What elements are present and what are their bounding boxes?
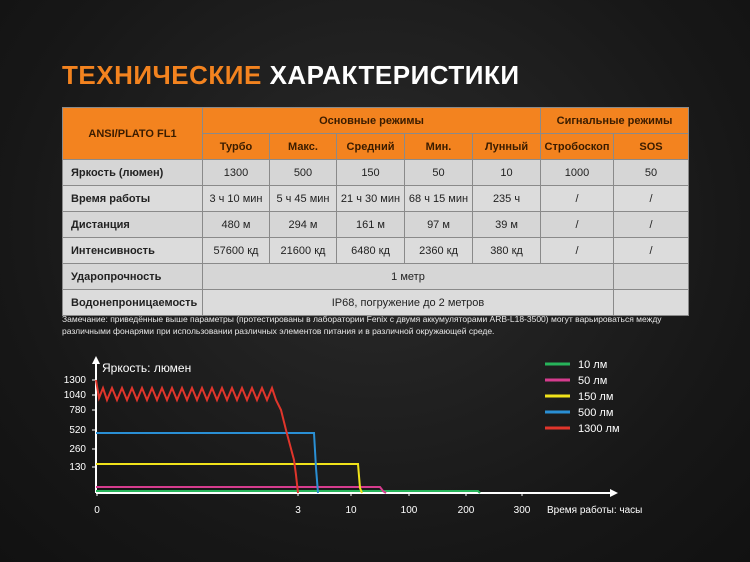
table-cell: 480 м [202,211,270,238]
table-cell: 500 [269,159,337,186]
x-tick-label: 300 [514,505,531,516]
spec-table: ANSI/PLATO FL1 Основные режимы Сигнальны… [62,107,690,316]
table-cell: 21600 кд [269,237,337,264]
table-cell: / [613,211,690,238]
model-header: ANSI/PLATO FL1 [62,107,203,160]
x-tick-label: 10 [345,505,357,516]
series-line [95,379,299,494]
table-cell: 57600 кд [202,237,270,264]
mode-header: Мин. [404,133,473,160]
row-label: Яркость (люмен) [62,159,203,186]
table-cell: 235 ч [471,185,542,212]
legend-label: 150 лм [578,391,613,403]
table-cell: IP68, погружение до 2 метров [201,289,615,316]
x-tick-label: 3 [295,505,301,516]
series-line [96,432,319,494]
table-cell: 10 [471,159,542,186]
table-cell: / [613,185,690,212]
y-tick-label: 1300 [64,375,87,386]
table-header-row-1: ANSI/PLATO FL1 Основные режимы Сигнальны… [62,107,690,160]
table-cell: 150 [336,159,405,186]
table-cell: 1 метр [201,263,615,290]
table-header-row-2: Турбо Макс. Средний Мин. Лунный Стробоск… [63,133,690,160]
y-axis-arrow [92,356,100,364]
row-label: Водонепроницаемость [62,289,203,316]
title-part2: ХАРАКТЕРИСТИКИ [269,60,520,90]
table-cell: 97 м [404,211,473,238]
row-label: Время работы [62,185,203,212]
page-title: ТЕХНИЧЕСКИЕ ХАРАКТЕРИСТИКИ [62,60,520,91]
signal-modes-header: Сигнальные режимы [540,107,690,134]
x-tick-label: 100 [401,505,418,516]
x-tick-label: 0 [94,505,100,516]
title-part1: ТЕХНИЧЕСКИЕ [62,60,262,90]
table-cell: 1000 [540,159,615,186]
table-cell: 3 ч 10 мин [202,185,270,212]
y-tick-label: 1040 [64,390,87,401]
row-label: Дистанция [62,211,203,238]
table-row: Яркость (люмен) 1300 500 150 50 10 1000 … [62,159,690,186]
table-cell: / [540,237,615,264]
mode-header: Макс. [269,133,337,160]
footnote: Замечание: приведённые выше параметры (п… [62,314,662,336]
y-tick-label: 520 [69,425,86,436]
table-cell: 6480 кд [336,237,405,264]
row-label: Интенсивность [62,237,203,264]
table-cell: / [540,185,615,212]
x-axis-arrow [610,489,618,497]
table-row: Водонепроницаемость IP68, погружение до … [62,289,690,316]
legend-label: 1300 лм [578,423,620,435]
table-cell: / [613,237,690,264]
x-axis-label: Время работы: часы [547,504,642,516]
mode-header: Средний [336,133,405,160]
table-cell: / [540,211,615,238]
table-cell: 39 м [471,211,542,238]
x-tick-label: 200 [458,505,475,516]
table-cell: 294 м [269,211,337,238]
mode-header: Стробоскоп [540,133,615,160]
y-tick-label: 780 [69,405,86,416]
y-tick-label: 260 [69,444,86,455]
mode-header: Турбо [202,133,270,160]
legend-label: 500 лм [578,407,613,419]
series-line [96,463,363,494]
mode-header: Лунный [471,133,542,160]
legend-label: 10 лм [578,359,607,371]
table-cell: 68 ч 15 мин [404,185,473,212]
y-axis-label: Яркость: люмен [102,361,191,375]
table-row: Дистанция 480 м 294 м 161 м 97 м 39 м / … [62,211,690,238]
table-row: Время работы 3 ч 10 мин 5 ч 45 мин 21 ч … [62,185,690,212]
table-cell: 50 [613,159,690,186]
main-modes-header: Основные режимы [201,107,542,134]
table-cell: 5 ч 45 мин [269,185,337,212]
row-label: Ударопрочность [62,263,203,290]
table-cell: 1300 [202,159,270,186]
table-cell [613,289,690,316]
table-cell: 161 м [336,211,405,238]
table-cell: 50 [404,159,473,186]
series-line [96,486,387,494]
table-cell: 21 ч 30 мин [336,185,405,212]
legend-label: 50 лм [578,375,607,387]
table-cell: 380 кд [471,237,542,264]
table-cell [613,263,690,290]
table-row: Интенсивность 57600 кд 21600 кд 6480 кд … [62,237,690,264]
table-cell: 2360 кд [404,237,473,264]
series-line [96,490,481,494]
mode-header: SOS [613,133,690,160]
y-tick-label: 130 [69,462,86,473]
table-row: Ударопрочность 1 метр [62,263,690,290]
